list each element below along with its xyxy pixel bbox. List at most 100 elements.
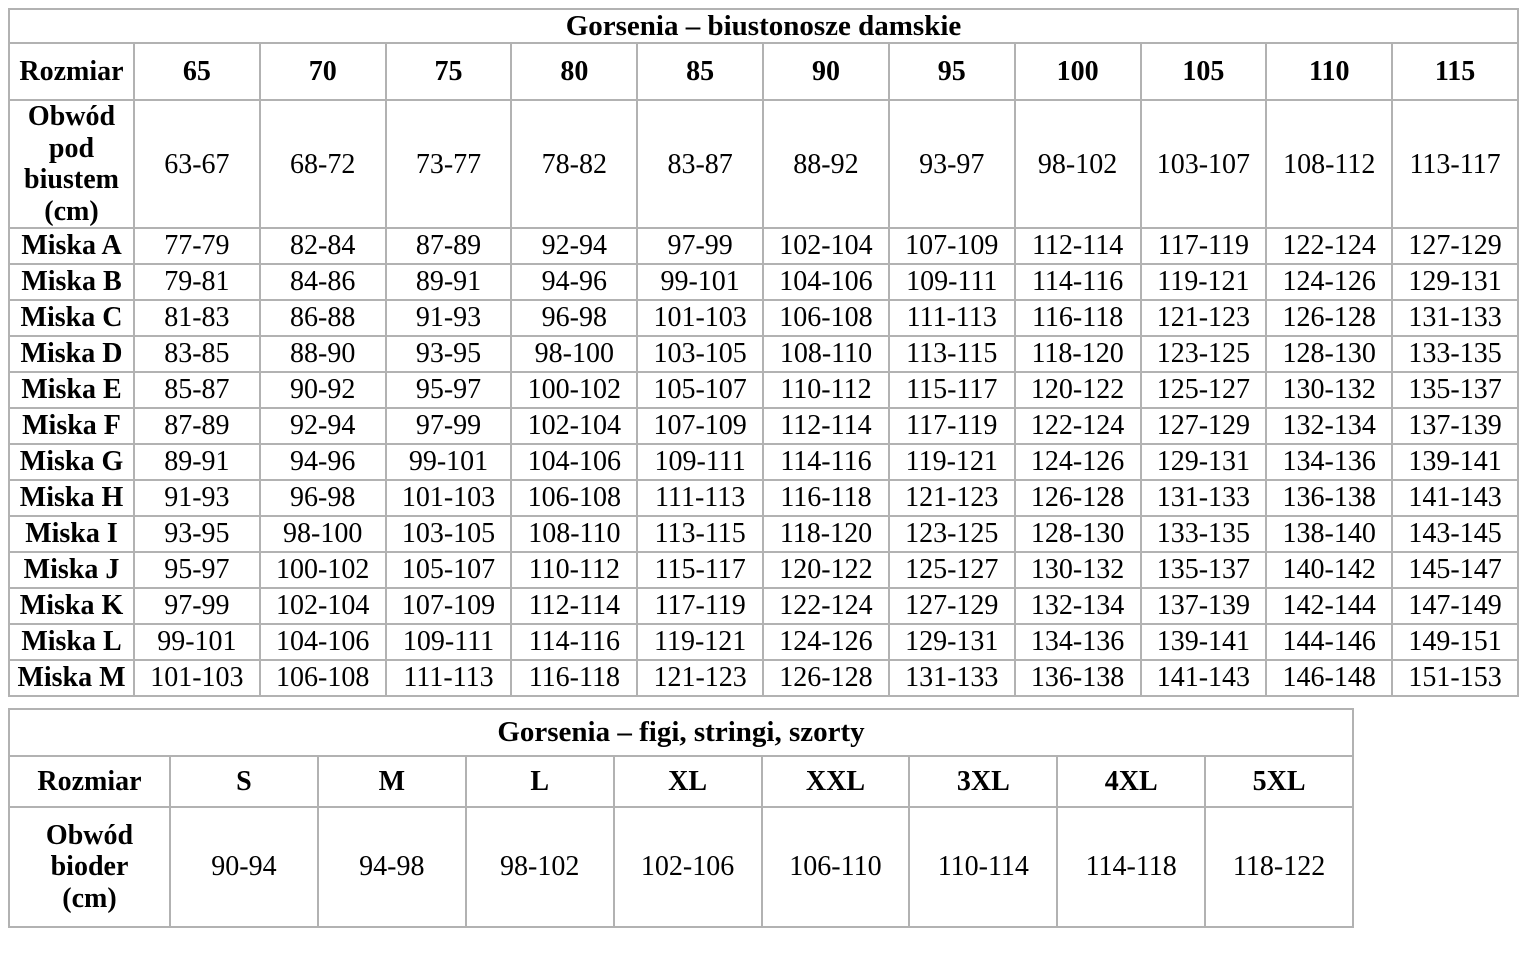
column-header: 80 — [511, 43, 638, 101]
table-cell: 104-106 — [259, 623, 386, 660]
table-title-row: Gorsenia – biustonosze damskie — [9, 9, 1518, 44]
table-cell: 93-97 — [888, 100, 1015, 228]
table-cell: 94-98 — [317, 806, 466, 927]
table-cell: 87-89 — [385, 227, 512, 264]
table-cell: 107-109 — [385, 587, 512, 624]
table-cell: 82-84 — [259, 227, 386, 264]
table-cell: 136-138 — [1266, 479, 1393, 516]
table-cell: 145-147 — [1392, 551, 1518, 588]
table-cell: 114-116 — [1014, 263, 1141, 300]
table-cell: 101-103 — [385, 479, 512, 516]
table-row: Miska C 81-83 86-88 91-93 96-98 101-103 106-10… — [9, 299, 1518, 336]
table-row: Obwód bioder (cm) 90-94 94-98 98-102 102-106… — [9, 806, 1353, 927]
table-cell: 123-125 — [1140, 335, 1267, 372]
table-cell: 104-106 — [763, 263, 889, 300]
table-cell: 86-88 — [259, 299, 386, 336]
table-cell: 136-138 — [1014, 659, 1141, 696]
table-cell: 97-99 — [134, 587, 260, 624]
table-row: Miska E 85-87 90-92 95-97 100-102 105-107 110-… — [9, 371, 1518, 408]
table-cell: 100-102 — [259, 551, 386, 588]
table-row: Miska A 77-79 82-84 87-89 92-94 97-99 102-104 1… — [9, 227, 1518, 264]
table-cell: 98-100 — [259, 515, 386, 552]
table-cell: 104-106 — [511, 443, 638, 480]
table-cell: 106-110 — [761, 806, 910, 927]
table-row: Miska H 91-93 96-98 101-103 106-108 111-113 11… — [9, 479, 1518, 516]
table-cell: 78-82 — [511, 100, 638, 228]
table-cell: 122-124 — [1266, 227, 1393, 264]
table-cell: 128-130 — [1266, 335, 1393, 372]
table-cell: 107-109 — [888, 227, 1015, 264]
table-cell: 137-139 — [1140, 587, 1267, 624]
table-row: Miska G 89-91 94-96 99-101 104-106 109-111 114… — [9, 443, 1518, 480]
column-header: 65 — [134, 43, 260, 101]
table-cell: 147-149 — [1392, 587, 1518, 624]
table-cell: 135-137 — [1392, 371, 1518, 408]
table-cell: 124-126 — [1014, 443, 1141, 480]
table-cell: 119-121 — [1140, 263, 1267, 300]
row-label: Miska H — [9, 479, 134, 516]
column-header: 3XL — [909, 755, 1058, 807]
table-cell: 79-81 — [134, 263, 260, 300]
table-cell: 102-106 — [613, 806, 762, 927]
table-cell: 98-102 — [1014, 100, 1141, 228]
table-cell: 102-104 — [259, 587, 386, 624]
table-row: Miska J 95-97 100-102 105-107 110-112 115-117… — [9, 551, 1518, 588]
table-title: Gorsenia – figi, stringi, szorty — [9, 708, 1353, 756]
table-cell: 141-143 — [1140, 659, 1267, 696]
column-header: 5XL — [1205, 755, 1353, 807]
table-cell: 111-113 — [637, 479, 764, 516]
table-cell: 111-113 — [385, 659, 512, 696]
table-cell: 93-95 — [385, 335, 512, 372]
table-cell: 132-134 — [1014, 587, 1141, 624]
table-cell: 120-122 — [763, 551, 889, 588]
table-cell: 133-135 — [1140, 515, 1267, 552]
table-cell: 113-117 — [1392, 100, 1518, 228]
table-cell: 116-118 — [763, 479, 889, 516]
table-cell: 130-132 — [1266, 371, 1393, 408]
row-label: Miska L — [9, 623, 134, 660]
table-cell: 132-134 — [1266, 407, 1393, 444]
column-header: 70 — [259, 43, 386, 101]
table-cell: 106-108 — [511, 479, 638, 516]
table-cell: 121-123 — [888, 479, 1015, 516]
table-cell: 117-119 — [1140, 227, 1267, 264]
table-cell: 131-133 — [1392, 299, 1518, 336]
table-cell: 106-108 — [259, 659, 386, 696]
column-header: 75 — [385, 43, 512, 101]
table-cell: 88-92 — [763, 100, 889, 228]
row-label: Miska K — [9, 587, 134, 624]
table-title-row: Gorsenia – figi, stringi, szorty — [9, 708, 1353, 756]
row-label: Miska E — [9, 371, 134, 408]
table-cell: 88-90 — [259, 335, 386, 372]
row-label: Miska A — [9, 227, 134, 264]
table-cell: 93-95 — [134, 515, 260, 552]
table-cell: 112-114 — [763, 407, 889, 444]
table-cell: 114-118 — [1057, 806, 1206, 927]
row-label: Miska C — [9, 299, 134, 336]
column-header: L — [465, 755, 614, 807]
table-cell: 138-140 — [1266, 515, 1393, 552]
column-header: 110 — [1266, 43, 1393, 101]
table-cell: 105-107 — [637, 371, 764, 408]
table-cell: 151-153 — [1392, 659, 1518, 696]
table-row: Obwód pod biustem (cm) 63-67 68-72 73-77 78-… — [9, 100, 1518, 228]
table-row: Miska K 97-99 102-104 107-109 112-114 117-119… — [9, 587, 1518, 624]
table-cell: 101-103 — [637, 299, 764, 336]
table-cell: 91-93 — [385, 299, 512, 336]
table-cell: 103-105 — [385, 515, 512, 552]
table-cell: 102-104 — [511, 407, 638, 444]
table-cell: 141-143 — [1392, 479, 1518, 516]
table-cell: 126-128 — [1014, 479, 1141, 516]
table-cell: 84-86 — [259, 263, 386, 300]
table-title: Gorsenia – biustonosze damskie — [9, 9, 1518, 44]
table-cell: 109-111 — [637, 443, 764, 480]
table-cell: 119-121 — [888, 443, 1015, 480]
table-cell: 106-108 — [763, 299, 889, 336]
table-cell: 83-87 — [637, 100, 764, 228]
table-cell: 111-113 — [888, 299, 1015, 336]
table-cell: 77-79 — [134, 227, 260, 264]
table-cell: 118-120 — [763, 515, 889, 552]
size-table-bras: Gorsenia – biustonosze damskie Rozmiar 65 7… — [8, 8, 1519, 697]
table-cell: 134-136 — [1266, 443, 1393, 480]
table-cell: 125-127 — [888, 551, 1015, 588]
